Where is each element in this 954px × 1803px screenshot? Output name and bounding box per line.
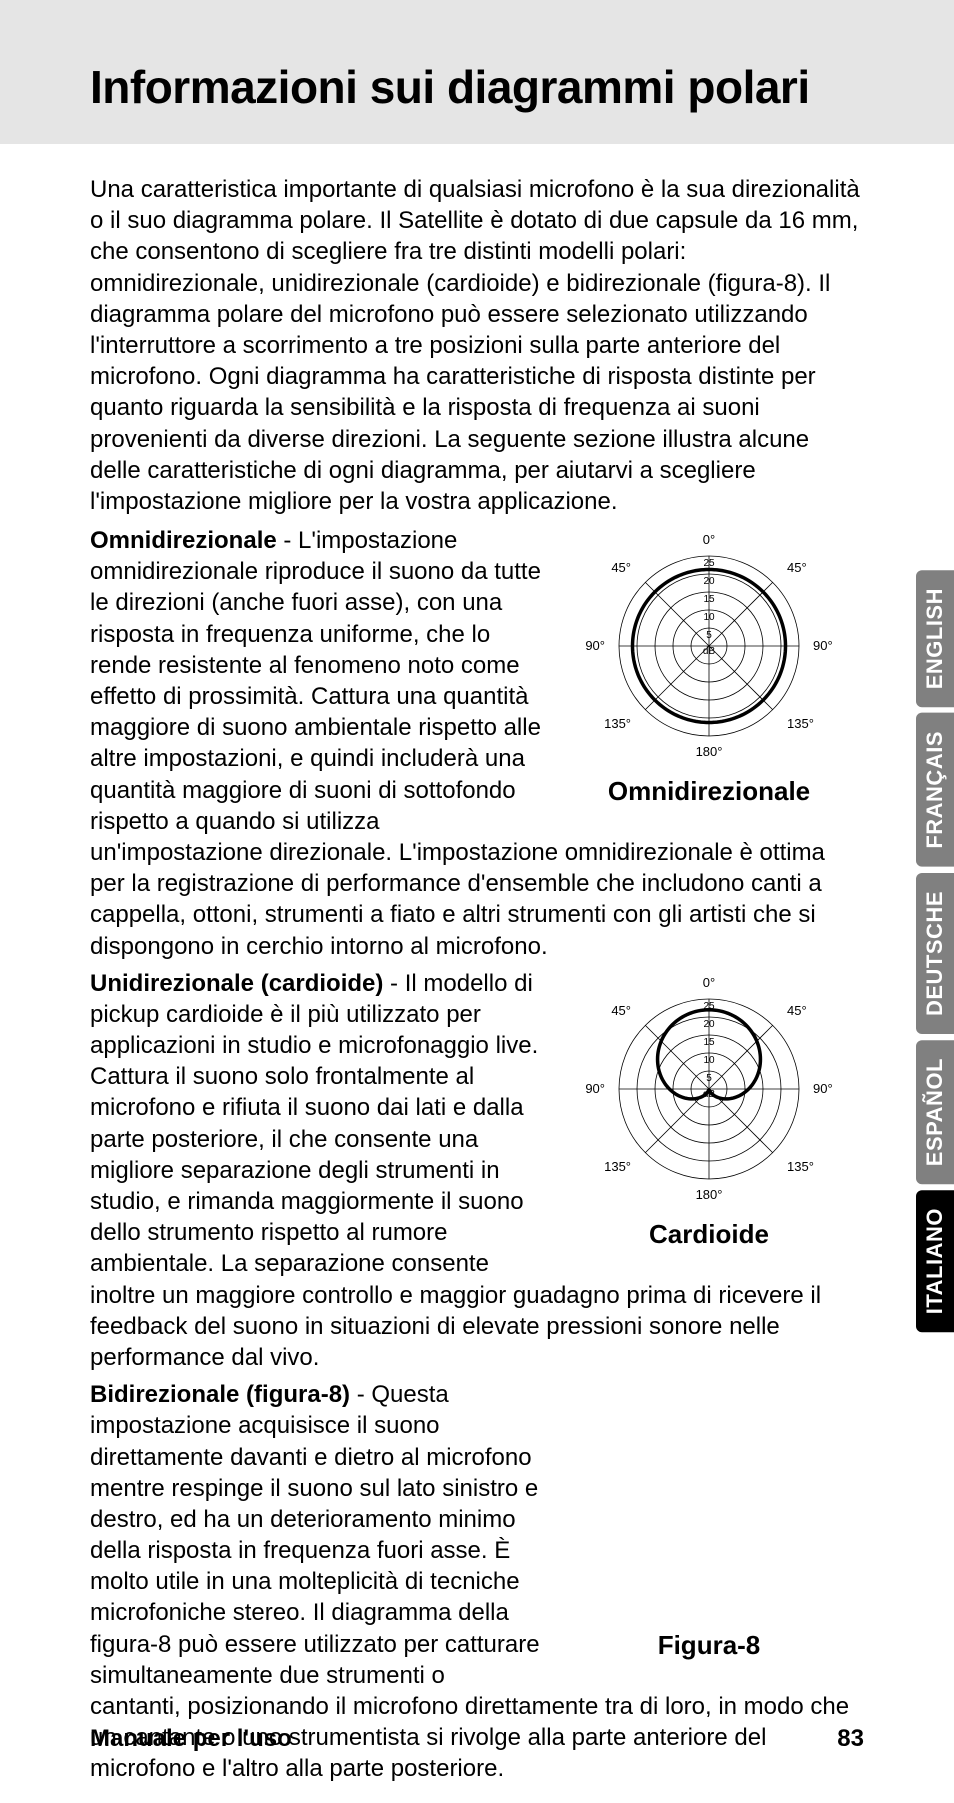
heading-omni: Omnidirezionale — [90, 527, 277, 554]
lang-tab-français[interactable]: FRANÇAIS — [916, 713, 954, 867]
footer-left: Manuale per l'uso — [90, 1725, 292, 1753]
caption-figure8: Figura-8 — [554, 1629, 864, 1663]
title-band: Informazioni sui diagrammi polari — [0, 0, 954, 144]
svg-text:0°: 0° — [703, 532, 715, 547]
page-footer: Manuale per l'uso 83 — [90, 1725, 864, 1753]
svg-text:0°: 0° — [703, 975, 715, 990]
svg-text:45°: 45° — [611, 1003, 631, 1018]
svg-text:90°: 90° — [813, 1081, 833, 1096]
footer-right: 83 — [837, 1725, 864, 1753]
section-figure8: Figura-8 Bidirezionale (figura-8) - Ques… — [90, 1379, 864, 1784]
heading-figure8: Bidirezionale (figura-8) — [90, 1381, 350, 1408]
svg-text:135°: 135° — [604, 1159, 631, 1174]
svg-text:45°: 45° — [787, 1003, 807, 1018]
lang-tab-english[interactable]: ENGLISH — [916, 570, 954, 707]
diagram-cardioid: 510152025dB0°45°45°90°90°135°135°180° Ca… — [554, 974, 864, 1252]
heading-cardioid: Unidirezionale (cardioide) — [90, 970, 383, 997]
svg-text:135°: 135° — [787, 1159, 814, 1174]
svg-text:45°: 45° — [611, 560, 631, 575]
caption-omni: Omnidirezionale — [554, 775, 864, 809]
svg-text:90°: 90° — [813, 638, 833, 653]
caption-cardioid: Cardioide — [554, 1218, 864, 1252]
section-omni: 510152025dB0°45°45°90°90°135°135°180° Om… — [90, 525, 864, 962]
page-title: Informazioni sui diagrammi polari — [90, 60, 954, 114]
svg-text:45°: 45° — [787, 560, 807, 575]
lang-tab-español[interactable]: ESPAÑOL — [916, 1040, 954, 1184]
svg-text:90°: 90° — [585, 638, 605, 653]
lang-tab-deutsche[interactable]: DEUTSCHE — [916, 873, 954, 1034]
language-tabs: ENGLISH FRANÇAIS DEUTSCHE ESPAÑOL ITALIANO — [916, 570, 954, 1338]
diagram-omni: 510152025dB0°45°45°90°90°135°135°180° Om… — [554, 531, 864, 809]
diagram-figure8: Figura-8 — [554, 1385, 864, 1663]
lang-tab-italiano[interactable]: ITALIANO — [916, 1190, 954, 1332]
svg-text:135°: 135° — [604, 716, 631, 731]
section-cardioid: 510152025dB0°45°45°90°90°135°135°180° Ca… — [90, 968, 864, 1373]
svg-text:135°: 135° — [787, 716, 814, 731]
svg-text:90°: 90° — [585, 1081, 605, 1096]
svg-text:180°: 180° — [696, 744, 723, 759]
intro-paragraph: Una caratteristica importante di qualsia… — [90, 174, 864, 517]
svg-text:180°: 180° — [696, 1187, 723, 1202]
